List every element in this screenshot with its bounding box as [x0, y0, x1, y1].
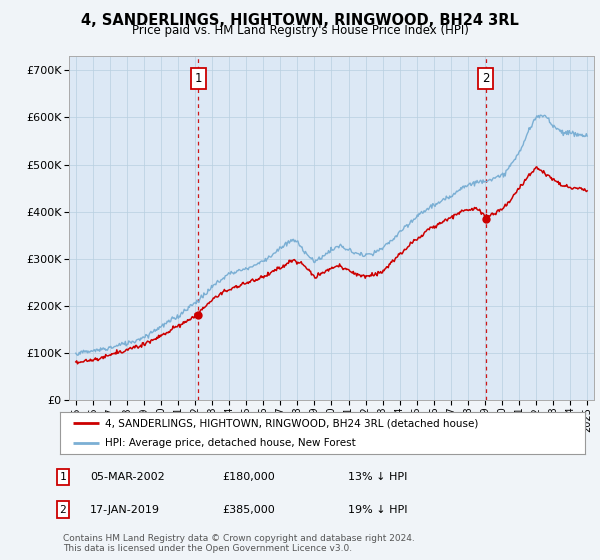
Text: Price paid vs. HM Land Registry's House Price Index (HPI): Price paid vs. HM Land Registry's House … [131, 24, 469, 37]
Text: 2: 2 [59, 505, 67, 515]
Text: 1: 1 [194, 72, 202, 85]
Text: 05-MAR-2002: 05-MAR-2002 [90, 472, 165, 482]
Text: 4, SANDERLINGS, HIGHTOWN, RINGWOOD, BH24 3RL (detached house): 4, SANDERLINGS, HIGHTOWN, RINGWOOD, BH24… [104, 418, 478, 428]
Text: £180,000: £180,000 [222, 472, 275, 482]
Text: 1: 1 [59, 472, 67, 482]
Text: £385,000: £385,000 [222, 505, 275, 515]
Text: 13% ↓ HPI: 13% ↓ HPI [348, 472, 407, 482]
Text: 17-JAN-2019: 17-JAN-2019 [90, 505, 160, 515]
Text: 2: 2 [482, 72, 490, 85]
Text: HPI: Average price, detached house, New Forest: HPI: Average price, detached house, New … [104, 438, 355, 448]
Text: 4, SANDERLINGS, HIGHTOWN, RINGWOOD, BH24 3RL: 4, SANDERLINGS, HIGHTOWN, RINGWOOD, BH24… [81, 13, 519, 28]
Text: Contains HM Land Registry data © Crown copyright and database right 2024.
This d: Contains HM Land Registry data © Crown c… [63, 534, 415, 553]
Text: 19% ↓ HPI: 19% ↓ HPI [348, 505, 407, 515]
